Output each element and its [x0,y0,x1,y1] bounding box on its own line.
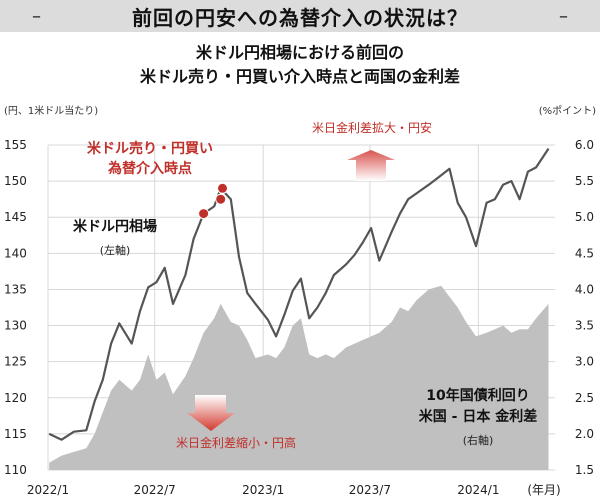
x-axis-tick-4: 2024/1 [457,483,499,497]
left-axis-tick-2: 120 [4,391,27,405]
left-axis-tick-9: 155 [4,138,27,152]
left-axis-tick-5: 135 [4,282,27,296]
down-arrow [187,395,235,431]
left-axis-tick-6: 140 [4,246,27,260]
title-bar: – 前回の円安への為替介入の状況は？ – [0,0,600,32]
right-axis-tick-1: 2.0 [575,427,594,441]
right-axis-unit-label: (%ポイント) [538,106,596,117]
right-axis-tick-4: 3.5 [575,319,594,333]
title-left-dash: – [32,5,41,27]
left-axis-unit-label: (円、1米ドル当たり) [4,106,99,117]
x-axis-tick-0: 2022/1 [27,483,69,497]
usdjpy-line [48,147,550,441]
left-axis-tick-8: 150 [4,174,27,188]
series-label-spread-line2: 米国 - 日本 金利差 [419,408,537,425]
x-axis-tick-2: 2023/1 [242,483,284,497]
right-axis-tick-9: 6.0 [575,138,594,152]
chart-subtitle-line2: 米ドル売り・円買い介入時点と両国の金利差 [139,67,460,86]
left-axis-tick-0: 110 [4,463,27,477]
series-label-usdjpy: 米ドル円相場 [73,218,157,235]
right-axis-tick-3: 3.0 [575,355,594,369]
right-axis-tick-5: 4.0 [575,282,594,296]
right-axis-tick-8: 5.5 [575,174,594,188]
right-axis-tick-2: 2.5 [575,391,594,405]
annotation-intervention-line1: 米ドル売り・円買い [87,140,213,157]
right-axis-tick-7: 5.0 [575,210,594,224]
series-label-spread-line1: 10年国債利回り [426,387,529,404]
series-note-left-axis: (左軸) [100,243,131,257]
series-note-right-axis: (右軸) [463,433,494,447]
up-arrow [347,150,395,181]
x-axis-tick-1: 2022/7 [134,483,176,497]
page-title: 前回の円安への為替介入の状況は？ [132,5,468,30]
right-axis-tick-0: 1.5 [575,463,594,477]
left-axis-tick-4: 130 [4,319,27,333]
chart-subtitle-line1: 米ドル円相場における前回の [195,43,404,62]
left-axis-tick-1: 115 [4,427,27,441]
intervention-point-1 [215,193,227,205]
intervention-point-2 [217,182,228,194]
annotation-up-label: 米日金利差拡大・円安 [312,120,432,135]
x-axis-tick-3: 2023/7 [349,483,391,497]
x-axis-unit-label: (年月) [527,483,560,497]
left-axis-tick-7: 145 [4,210,27,224]
annotation-down-label: 米日金利差縮小・円高 [176,435,296,450]
title-right-dash: – [559,5,568,27]
intervention-point-0 [198,208,210,220]
left-axis-tick-3: 125 [4,355,27,369]
annotation-intervention-line2: 為替介入時点 [107,160,192,177]
right-axis-tick-6: 4.5 [575,246,594,260]
spread-area [49,285,549,470]
